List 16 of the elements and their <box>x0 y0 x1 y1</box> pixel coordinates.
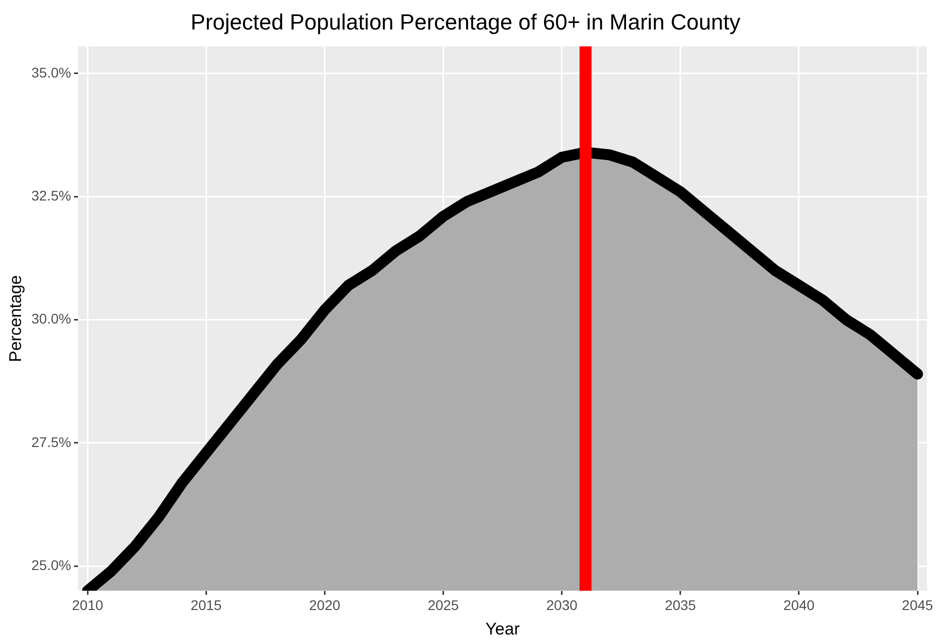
x-tick-label: 2045 <box>902 597 934 614</box>
y-axis-title: Percentage <box>6 275 25 362</box>
x-tick-label: 2030 <box>546 597 578 614</box>
y-tick-label: 30.0% <box>31 310 72 327</box>
x-tick-label: 2025 <box>428 597 460 614</box>
x-axis-title: Year <box>485 619 520 638</box>
x-tick-label: 2010 <box>72 597 104 614</box>
x-tick-label: 2015 <box>190 597 222 614</box>
x-tick-label: 2020 <box>309 597 340 614</box>
x-tick-label: 2040 <box>783 597 815 614</box>
y-tick-label: 35.0% <box>31 64 72 80</box>
x-tick-label: 2035 <box>664 597 696 614</box>
y-tick-label: 25.0% <box>31 557 72 574</box>
chart-title: Projected Population Percentage of 60+ in Marin County <box>190 9 740 34</box>
y-tick-label: 32.5% <box>31 188 72 204</box>
y-tick-label: 27.5% <box>31 434 72 450</box>
